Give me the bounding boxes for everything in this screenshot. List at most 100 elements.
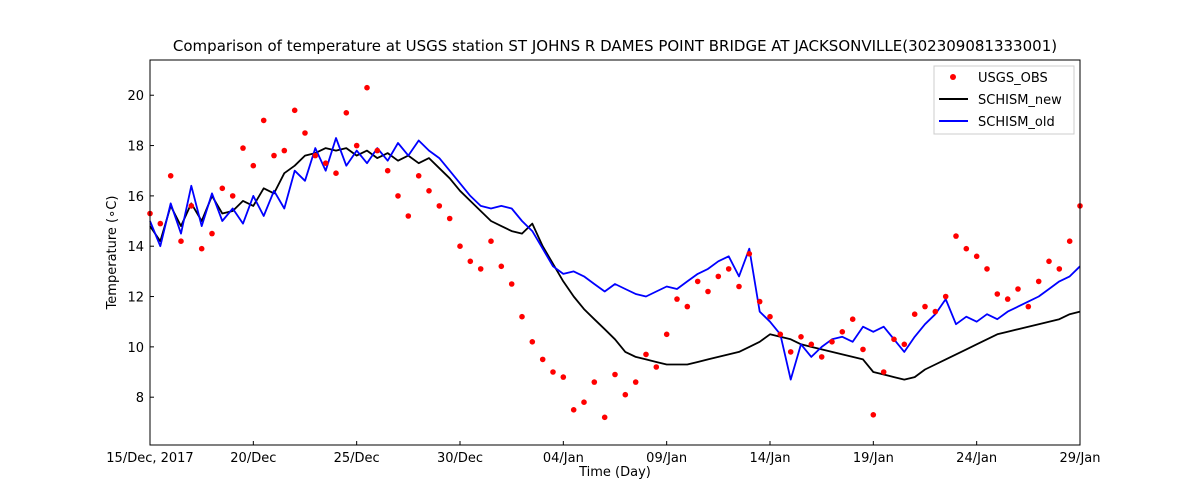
usgs-obs-point bbox=[322, 160, 329, 166]
usgs-obs-point bbox=[684, 303, 691, 310]
y-tick-label: 12 bbox=[127, 291, 144, 306]
usgs-obs-point bbox=[374, 147, 381, 154]
usgs-obs-point bbox=[250, 162, 257, 169]
usgs-obs-point bbox=[271, 152, 277, 159]
usgs-obs-point bbox=[219, 185, 226, 192]
usgs-obs-point bbox=[932, 308, 939, 315]
chart-title: Comparison of temperature at USGS statio… bbox=[173, 37, 1057, 55]
usgs-obs-point bbox=[818, 354, 825, 360]
usgs-obs-point bbox=[798, 334, 804, 340]
usgs-obs-point bbox=[302, 130, 308, 136]
usgs-obs-point bbox=[1004, 296, 1011, 302]
x-axis-label: Time (Day) bbox=[578, 465, 651, 480]
usgs-obs-point bbox=[519, 313, 525, 320]
y-axis: 8 10 12 14 16 18 20 bbox=[127, 89, 154, 406]
x-tick-label: 24/Jan bbox=[956, 451, 997, 466]
usgs-obs-point bbox=[663, 331, 670, 338]
legend-label-schism-new: SCHISM_new bbox=[978, 93, 1062, 108]
usgs-obs-point bbox=[364, 84, 370, 91]
x-tick-label: 30/Dec bbox=[437, 451, 483, 466]
usgs-obs-point bbox=[942, 293, 949, 300]
y-tick-label: 14 bbox=[127, 240, 144, 255]
usgs-obs-point bbox=[229, 193, 236, 199]
usgs-obs-point bbox=[911, 311, 918, 318]
usgs-obs-point bbox=[632, 379, 639, 385]
usgs-obs-point bbox=[715, 273, 722, 280]
usgs-obs-point bbox=[508, 281, 515, 287]
usgs-obs-point bbox=[705, 288, 711, 295]
usgs-obs-point bbox=[477, 266, 484, 272]
y-tick-label: 8 bbox=[136, 391, 144, 406]
legend-label-schism-old: SCHISM_old bbox=[978, 115, 1055, 130]
usgs-obs-point bbox=[1066, 238, 1073, 244]
usgs-obs-point bbox=[333, 170, 339, 176]
x-tick-label: 29/Jan bbox=[1060, 451, 1101, 466]
usgs-obs-point bbox=[405, 213, 412, 219]
usgs-obs-point bbox=[922, 303, 928, 310]
usgs-obs-point bbox=[446, 215, 453, 222]
usgs-obs-point bbox=[1046, 258, 1052, 265]
usgs-obs-point bbox=[395, 193, 401, 199]
usgs-obs-point bbox=[653, 364, 660, 370]
x-tick-label: 19/Jan bbox=[853, 451, 894, 466]
usgs-obs-point bbox=[746, 251, 753, 257]
x-tick-label: 20/Dec bbox=[230, 451, 276, 466]
usgs-obs-point bbox=[787, 349, 794, 355]
usgs-obs-point bbox=[839, 329, 846, 335]
usgs-obs-point bbox=[188, 203, 195, 209]
usgs-obs-point bbox=[725, 266, 732, 272]
usgs-obs-point bbox=[901, 341, 908, 348]
usgs-obs-point bbox=[994, 291, 1001, 297]
usgs-obs-point bbox=[240, 145, 246, 151]
x-tick-label: 04/Jan bbox=[543, 451, 584, 466]
usgs-obs-point bbox=[529, 339, 536, 345]
y-tick-label: 18 bbox=[127, 140, 144, 155]
usgs-obs-point bbox=[674, 296, 680, 302]
y-tick-label: 16 bbox=[127, 190, 144, 205]
usgs-obs-point bbox=[550, 369, 556, 375]
usgs-obs-point bbox=[281, 147, 288, 154]
usgs-obs-point bbox=[870, 412, 877, 418]
usgs-obs-point bbox=[426, 188, 432, 194]
usgs-obs-point bbox=[622, 391, 629, 398]
schism-old-line bbox=[149, 137, 1081, 381]
usgs-obs-point bbox=[880, 369, 887, 375]
usgs-obs-point bbox=[157, 220, 164, 227]
usgs-obs-point bbox=[1035, 278, 1042, 285]
usgs-obs-point bbox=[963, 245, 970, 252]
usgs-obs-point bbox=[1015, 286, 1021, 292]
usgs-obs-point bbox=[260, 117, 267, 124]
usgs-obs-point bbox=[953, 233, 959, 239]
schism-new-line bbox=[149, 147, 1081, 381]
usgs-obs-point bbox=[767, 313, 773, 320]
usgs-obs-point bbox=[891, 336, 897, 343]
x-tick-label: 09/Jan bbox=[646, 451, 687, 466]
usgs-obs-point bbox=[384, 167, 391, 174]
usgs-obs-point bbox=[209, 230, 215, 237]
usgs-obs-point bbox=[457, 243, 463, 249]
y-axis-label: Temperature (∘C) bbox=[105, 196, 120, 311]
usgs-obs-point bbox=[612, 371, 618, 378]
usgs-obs-point bbox=[570, 407, 577, 413]
usgs-obs-point bbox=[860, 346, 866, 353]
y-tick-label: 20 bbox=[127, 89, 144, 104]
usgs-obs-point bbox=[643, 351, 649, 358]
legend-label-usgs-obs: USGS_OBS bbox=[978, 71, 1048, 86]
usgs-obs-point bbox=[808, 341, 815, 348]
usgs-obs-point bbox=[436, 203, 443, 209]
usgs-obs-point bbox=[973, 253, 980, 260]
x-tick-label: 25/Dec bbox=[334, 451, 380, 466]
usgs-obs-point bbox=[849, 316, 856, 323]
usgs-obs-point bbox=[312, 152, 319, 159]
legend: USGS_OBS SCHISM_new SCHISM_old bbox=[933, 65, 1075, 135]
y-tick-label: 10 bbox=[127, 341, 144, 356]
usgs-obs-point bbox=[167, 173, 174, 179]
usgs-obs-point bbox=[488, 238, 494, 244]
usgs-obs-point bbox=[343, 110, 350, 116]
x-tick-label: 14/Jan bbox=[750, 451, 791, 466]
x-tick-label: 15/Dec, 2017 bbox=[106, 451, 193, 466]
usgs-obs-point bbox=[694, 278, 701, 285]
usgs-obs-point bbox=[736, 283, 742, 290]
usgs-obs-point bbox=[560, 374, 567, 380]
